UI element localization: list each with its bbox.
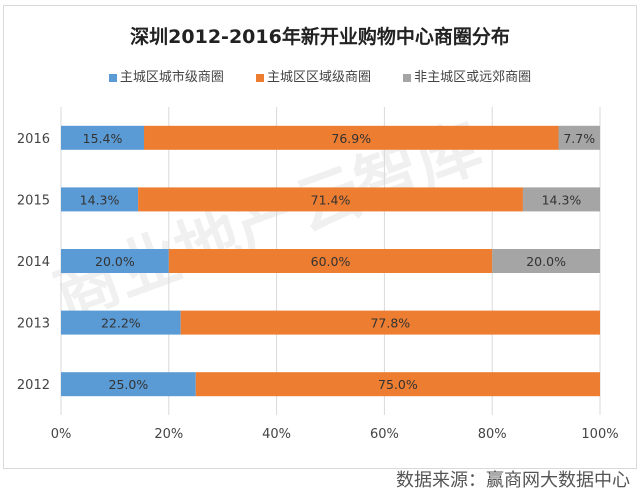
source-note: 数据来源：赢商网大数据中心 xyxy=(396,470,630,491)
bar-segment xyxy=(195,372,600,397)
y-category-label: 2015 xyxy=(17,193,50,208)
data-label: 20.0% xyxy=(95,254,135,269)
legend-swatch xyxy=(403,73,412,82)
bar-segment xyxy=(61,372,196,397)
data-label: 60.0% xyxy=(311,254,351,269)
bar-segment xyxy=(168,249,493,273)
legend-item-suburb: 非主城区或远郊商圈 xyxy=(403,66,531,85)
bar-segment xyxy=(522,187,600,212)
data-label: 15.4% xyxy=(83,131,123,146)
y-category-label: 2014 xyxy=(17,255,50,270)
legend-label: 主城区城市级商圈 xyxy=(119,70,224,85)
y-category-label: 2013 xyxy=(17,317,50,332)
bar-segment xyxy=(492,249,600,273)
bar-segment xyxy=(558,125,600,150)
x-tick-label: 0% xyxy=(51,427,72,442)
y-category-label: 2016 xyxy=(17,132,50,147)
legend-swatch xyxy=(108,73,117,82)
data-label: 20.0% xyxy=(526,254,566,269)
bar-segment xyxy=(180,310,600,335)
data-label: 76.9% xyxy=(331,131,371,146)
data-label: 25.0% xyxy=(109,377,149,392)
data-label: 14.3% xyxy=(542,192,582,207)
legend-item-city: 主城区城市级商圈 xyxy=(108,66,224,85)
data-label: 75.0% xyxy=(378,377,418,392)
x-tick-label: 80% xyxy=(478,427,507,442)
bar-segment xyxy=(61,187,139,212)
x-tick-label: 40% xyxy=(262,427,291,442)
legend-item-district: 主城区区域级商圈 xyxy=(255,66,371,85)
data-label: 77.8% xyxy=(370,316,410,331)
data-label: 22.2% xyxy=(101,316,141,331)
chart-title: 深圳2012-2016年新开业购物中心商圈分布 xyxy=(130,26,510,48)
x-tick-label: 60% xyxy=(370,427,399,442)
legend-label: 主城区区域级商圈 xyxy=(266,70,371,85)
data-label: 14.3% xyxy=(80,192,120,207)
data-label: 71.4% xyxy=(311,192,351,207)
legend-swatch xyxy=(255,73,264,82)
bar-segment xyxy=(144,125,559,150)
bar-segment xyxy=(61,125,145,150)
x-tick-label: 100% xyxy=(581,427,618,442)
bar-segment xyxy=(61,310,181,335)
data-label: 7.7% xyxy=(563,131,595,146)
legend: 主城区城市级商圈 主城区区域级商圈 非主城区或远郊商圈 xyxy=(0,66,640,85)
bar-segment xyxy=(61,249,169,273)
bar-segment xyxy=(138,187,523,212)
legend-label: 非主城区或远郊商圈 xyxy=(414,70,532,85)
y-category-label: 2012 xyxy=(17,378,50,393)
x-tick-label: 20% xyxy=(154,427,183,442)
